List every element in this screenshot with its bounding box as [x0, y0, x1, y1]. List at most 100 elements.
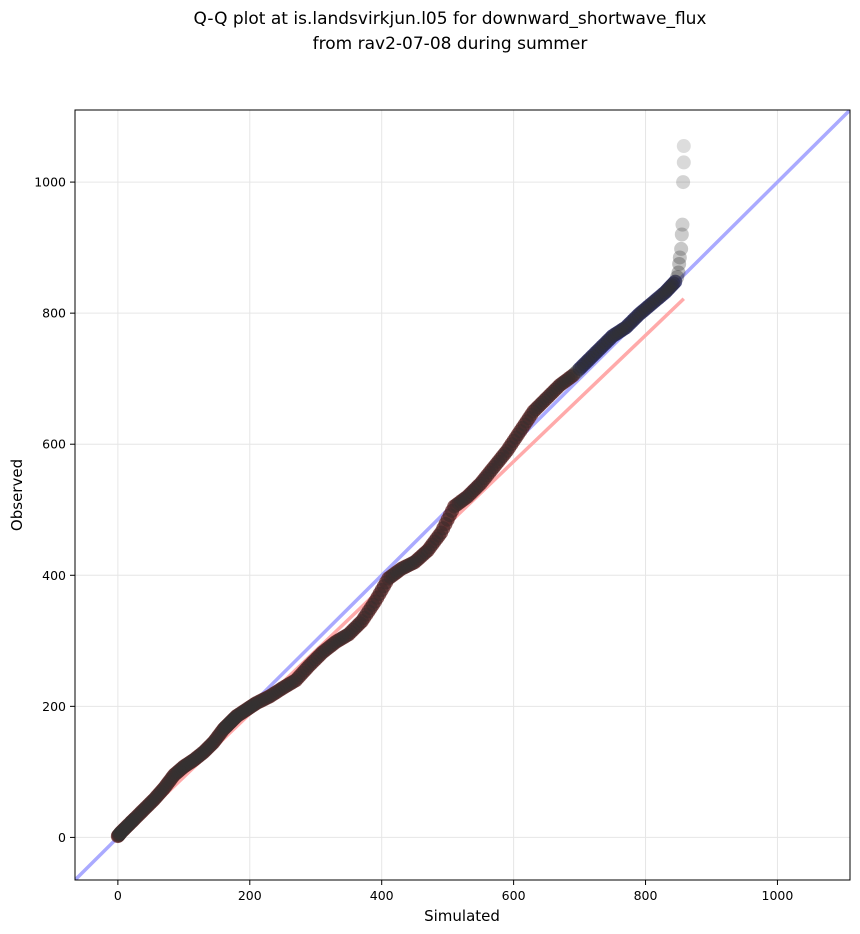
quantile-point — [302, 658, 317, 673]
quantile-point — [133, 805, 148, 820]
quantile-point — [140, 798, 155, 813]
x-tick-label: 800 — [634, 888, 658, 903]
quantile-point — [112, 827, 127, 842]
y-tick-label: 600 — [42, 437, 66, 452]
quantile-point — [220, 717, 235, 732]
quantile-point — [590, 344, 605, 359]
quantile-point — [552, 378, 567, 393]
quantile-point — [563, 370, 578, 385]
quantile-point — [614, 323, 629, 338]
quantile-point — [232, 706, 247, 721]
y-tick-label: 200 — [42, 699, 66, 714]
quantile-point — [129, 810, 144, 825]
quantile-point — [258, 691, 273, 706]
quantile-point — [526, 404, 541, 419]
quantile-point — [291, 670, 306, 685]
tail-point — [675, 217, 690, 232]
quantile-point — [436, 521, 451, 536]
quantile-point — [442, 508, 457, 523]
quantile-point — [372, 586, 387, 601]
quantile-point — [326, 636, 341, 651]
quantile-point — [113, 825, 128, 840]
quantile-point — [317, 643, 332, 658]
quantile-point — [631, 307, 646, 322]
quantile-point — [587, 346, 602, 361]
quantile-point — [216, 722, 231, 737]
quantile-point — [228, 710, 243, 725]
quantile-point — [519, 414, 534, 429]
quantile-point — [497, 446, 512, 461]
tail-point — [676, 139, 691, 154]
quantile-point — [473, 476, 488, 491]
quantile-point — [376, 579, 391, 594]
y-tick-label: 1000 — [34, 175, 66, 190]
quantile-point — [656, 287, 671, 302]
quantile-point — [269, 685, 284, 700]
quantile-point — [629, 309, 644, 324]
quantile-point — [550, 380, 565, 395]
quantile-point — [392, 563, 407, 578]
grid-lines — [75, 110, 850, 880]
upper-quantile-highlight — [668, 274, 683, 289]
quantile-point — [264, 688, 279, 703]
quantile-point — [409, 553, 424, 568]
quantile-point — [234, 705, 249, 720]
quantile-point — [500, 443, 515, 458]
quantile-point — [185, 754, 200, 769]
quantile-point — [398, 559, 413, 574]
quantile-point — [324, 638, 339, 653]
quantile-point — [634, 305, 649, 320]
quantile-point — [370, 590, 385, 605]
quantile-point — [572, 361, 587, 376]
quantile-point — [616, 321, 631, 336]
x-tick-label: 200 — [238, 888, 262, 903]
quantile-point — [568, 366, 583, 381]
quantile-point — [321, 640, 336, 655]
quantile-point — [332, 632, 347, 647]
chart-title: Q-Q plot at is.landsvirkjun.l05 for down… — [194, 9, 707, 29]
quantile-point — [363, 601, 378, 616]
quantile-point — [557, 374, 572, 389]
quantile-point — [537, 393, 552, 408]
quantile-point — [522, 411, 537, 425]
quantile-point — [153, 784, 168, 799]
quantile-point — [390, 565, 405, 579]
quantile-point — [405, 556, 420, 571]
x-tick-label: 600 — [502, 888, 526, 903]
quantile-point — [585, 348, 600, 363]
quantile-point — [126, 813, 141, 828]
quantile-point — [429, 531, 444, 546]
quantile-point — [640, 300, 655, 315]
quantile-point — [219, 719, 234, 733]
quantile-point — [237, 703, 252, 718]
quantile-point — [480, 468, 495, 483]
quantile-point — [315, 645, 330, 660]
quantile-point — [352, 616, 367, 631]
quantile-point — [431, 528, 446, 543]
quantile-point — [368, 594, 383, 609]
quantile-point — [627, 311, 642, 326]
quantile-point — [227, 711, 242, 726]
quantile-point — [341, 627, 356, 642]
quantile-point — [445, 503, 460, 518]
quantile-point — [201, 740, 216, 755]
quantile-point — [217, 721, 232, 736]
quantile-point — [576, 357, 591, 372]
quantile-point — [229, 709, 244, 724]
quantile-point — [152, 786, 167, 801]
quantile-point — [120, 818, 135, 833]
quantile-point — [664, 278, 679, 293]
quantile-point — [524, 407, 539, 422]
quantile-point — [618, 320, 633, 335]
quantile-point — [160, 776, 175, 791]
quantile-point — [663, 279, 678, 294]
quantile-point — [206, 735, 221, 750]
quantile-point — [475, 473, 490, 488]
quantile-point — [387, 566, 402, 581]
y-tick-label: 800 — [42, 306, 66, 321]
quantile-point — [135, 803, 150, 818]
quantile-point — [180, 757, 195, 772]
quantile-point — [506, 433, 521, 448]
quantile-point — [561, 371, 576, 386]
quantile-point — [231, 708, 246, 723]
